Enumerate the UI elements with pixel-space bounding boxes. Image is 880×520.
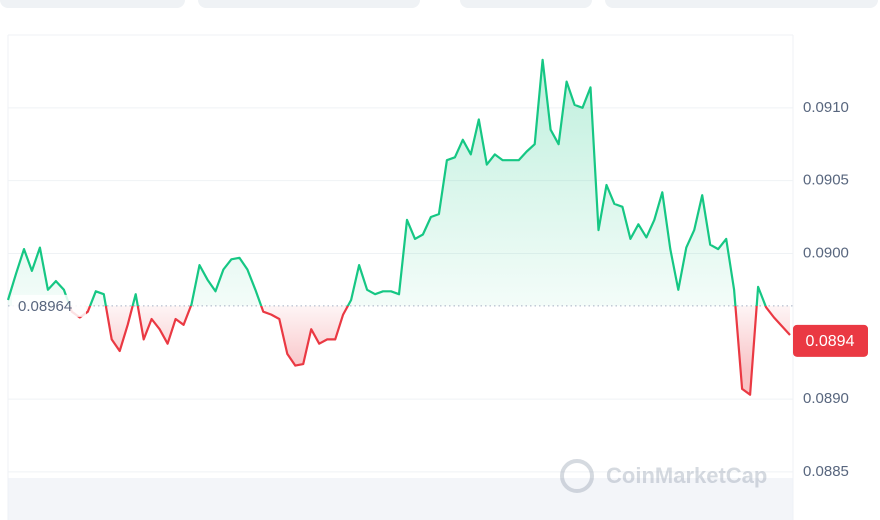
- current-price-label: 0.0894: [793, 324, 868, 357]
- volume-band: [8, 478, 793, 520]
- watermark: CoinMarketCap: [560, 459, 767, 493]
- current-price-text: 0.0894: [806, 333, 855, 350]
- y-tick-label: 0.0905: [803, 172, 849, 189]
- area: [8, 59, 790, 395]
- reference-label-bg: [12, 294, 86, 317]
- tab[interactable]: [605, 0, 878, 8]
- price-line: [6, 58, 791, 396]
- y-tick-label: 0.0885: [803, 463, 849, 480]
- reference-label: 0.08964: [12, 294, 86, 317]
- tab[interactable]: [0, 0, 185, 8]
- watermark-text: CoinMarketCap: [606, 463, 767, 488]
- y-tick-label: 0.0890: [803, 390, 849, 407]
- watermark-logo: [560, 459, 594, 493]
- current-price-bg: [793, 324, 868, 357]
- y-tick-label: 0.0910: [803, 99, 849, 116]
- reference-label-text: 0.08964: [18, 298, 72, 315]
- y-tick-label: 0.0900: [803, 244, 849, 261]
- tab[interactable]: [460, 0, 592, 8]
- tab[interactable]: [198, 0, 420, 8]
